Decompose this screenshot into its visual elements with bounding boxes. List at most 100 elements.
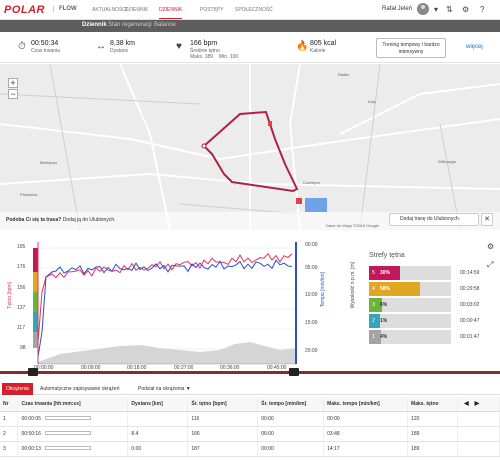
cell-value: 120 (411, 415, 420, 422)
help-icon[interactable]: ? (480, 5, 485, 14)
cell-value: 2 (3, 430, 6, 437)
table-cell: 1 (0, 411, 19, 427)
zoom-out-button[interactable]: − (8, 89, 18, 99)
scrubber-handle-right[interactable] (289, 368, 299, 376)
polar-logo[interactable]: POLAR (4, 4, 45, 16)
table-cell: 00:00 (257, 411, 325, 427)
zoom-in-button[interactable]: + (8, 78, 18, 88)
table-cell: 03:48 (323, 426, 409, 442)
chevron-left-icon[interactable]: ◀ (463, 401, 469, 408)
fullscreen-icon[interactable]: ⤢ (487, 260, 494, 269)
column-header[interactable]: Maks. tętno (407, 397, 458, 412)
heart-zone-row[interactable]: 2 1% (369, 314, 451, 328)
training-type-button[interactable]: Trening tempowy i bardzo intensywny (376, 38, 446, 58)
map-canvas (0, 64, 500, 230)
nav-item-diary-active[interactable]: DZIENNIK (159, 7, 183, 19)
pace-line (37, 259, 293, 358)
nav-item-community[interactable]: SPOŁECZNOŚĆ (235, 7, 273, 13)
x-tick: 00:36:00 (220, 365, 240, 371)
cell-value: 0.00 (131, 445, 142, 452)
cell-value: 03:48 (327, 430, 340, 437)
more-link[interactable]: więcej (466, 44, 483, 50)
zone-strip-3 (33, 292, 38, 312)
nav-item-news[interactable]: AKTUALNOŚCI (92, 7, 128, 13)
heart-zone-row[interactable]: 5 30% (369, 266, 451, 280)
laps-toolbar: Okrążenia Automatyczne zapisywanie okrąż… (0, 383, 500, 395)
y-tick-heart: 156 (17, 285, 26, 291)
add-route-button[interactable]: Dodaj trasę do Ulubionych. (389, 213, 479, 226)
zone-number: 5 (369, 266, 378, 280)
column-header[interactable]: Śr. tętno [bpm] (187, 397, 259, 412)
cell-value: 14:17 (327, 445, 340, 452)
close-icon[interactable]: ✕ (481, 213, 493, 226)
map-place-label: Wilkowyja (438, 159, 456, 164)
table-cell: 00:00:13 (17, 441, 129, 457)
tab-laps[interactable]: Okrążenia (2, 383, 33, 395)
table-row[interactable]: 3 00:00:13 0.00 187 00:00 14:17 189 (0, 441, 500, 457)
heart-zone-row[interactable]: 1 4% (369, 330, 451, 344)
zone-time: 00:14:59 (460, 270, 480, 276)
duration-label: Czas trwania (31, 48, 60, 54)
map-place-label: Kały (368, 99, 376, 104)
table-cell: 189 (407, 426, 458, 442)
column-header[interactable]: Śr. tempo [min/km] (257, 397, 325, 412)
favorite-link[interactable]: Dodaj ją do Ulubionych. (62, 217, 116, 223)
cell-value: 00:50:16 (21, 430, 41, 437)
y-tick-pace: 20:00 (305, 348, 318, 354)
tab-recovery[interactable]: Stan regeneracji (108, 22, 152, 28)
column-header[interactable]: Nr (0, 397, 19, 412)
distance-value: 8,38 km (110, 40, 135, 47)
column-header[interactable]: Czas trwania [hh:mm:ss] (17, 397, 129, 412)
calories-value: 805 kcal (310, 40, 337, 47)
avatar[interactable] (417, 3, 429, 15)
auto-laps-toggle[interactable]: Automatyczne zapisywanie okrążeń (40, 386, 120, 392)
cell-value: 3 (3, 445, 6, 452)
table-cell: 3 (0, 441, 19, 457)
nav-item-progress[interactable]: POSTĘPY (200, 7, 224, 13)
stopwatch-icon: ⏱ (18, 41, 26, 52)
tab-balance[interactable]: Balance (154, 22, 176, 28)
settings-icon[interactable]: ⚙ (487, 242, 495, 251)
column-header[interactable]: Maks. tempo [min/km] (323, 397, 409, 412)
laps-table: Nr Czas trwania [hh:mm:ss] Dystans [km] … (0, 397, 500, 457)
table-cell: 00:00:05 (17, 411, 129, 427)
gear-icon[interactable]: ⚙ (462, 5, 470, 14)
tab-diary[interactable]: Dziennik (82, 22, 107, 28)
map-place-label: Czerlejno (303, 180, 320, 185)
table-header-row: Nr Czas trwania [hh:mm:ss] Dystans [km] … (0, 397, 500, 412)
cell-value: 00:00 (261, 415, 274, 422)
heart-rate-value: 166 bpm (190, 40, 218, 47)
table-row[interactable]: 1 00:00:05 116 00:00 00:00 120 (0, 411, 500, 427)
user-name[interactable]: Rafał Jeleń (382, 6, 413, 12)
scrubber-handle-left[interactable] (28, 368, 38, 376)
chevron-right-icon[interactable]: ▶ (474, 401, 480, 408)
calories-label: Kalorie (310, 48, 326, 54)
table-cell: 189 (407, 441, 458, 457)
nav-item-diary[interactable]: DZIENNIK (125, 7, 149, 13)
table-cell: 14:17 (323, 441, 409, 457)
column-header[interactable]: Dystans [km] (127, 397, 189, 412)
zone-number: 1 (369, 330, 378, 344)
y-tick-pace: 15:00 (305, 320, 318, 326)
zone-fill-bar (378, 330, 381, 344)
heart-icon: ♥ (176, 41, 182, 52)
table-cell (457, 426, 500, 442)
lap-split-dropdown[interactable]: Podział na okrążenia ▼ (138, 386, 191, 392)
sync-icon[interactable]: ⇅ (446, 5, 453, 14)
heart-zone-row[interactable]: 3 6% (369, 298, 451, 312)
table-cell: 2 (0, 426, 19, 442)
cell-value: 00:00:13 (21, 445, 41, 452)
table-row[interactable]: 2 00:50:16 8.4 166 06:00 03:48 189 (0, 426, 500, 442)
timeline-scrubber[interactable] (0, 371, 500, 374)
y-tick-heart: 137 (17, 305, 26, 311)
heart-zone-row[interactable]: 4 58% (369, 282, 451, 296)
cell-value: 1 (3, 415, 6, 422)
zone-percent: 1% (380, 318, 388, 324)
duration-bar (44, 431, 91, 436)
table-cell: 06:00 (257, 426, 325, 442)
chevron-down-icon[interactable]: ▾ (434, 5, 439, 14)
route-map[interactable]: Radlin Kały Bielejewo Wilkowyja Pasienic… (0, 64, 500, 230)
table-nav: ◀ ▶ (457, 397, 500, 412)
zone-fill-bar (378, 282, 421, 296)
y-tick-pace: 05:00 (305, 265, 318, 271)
